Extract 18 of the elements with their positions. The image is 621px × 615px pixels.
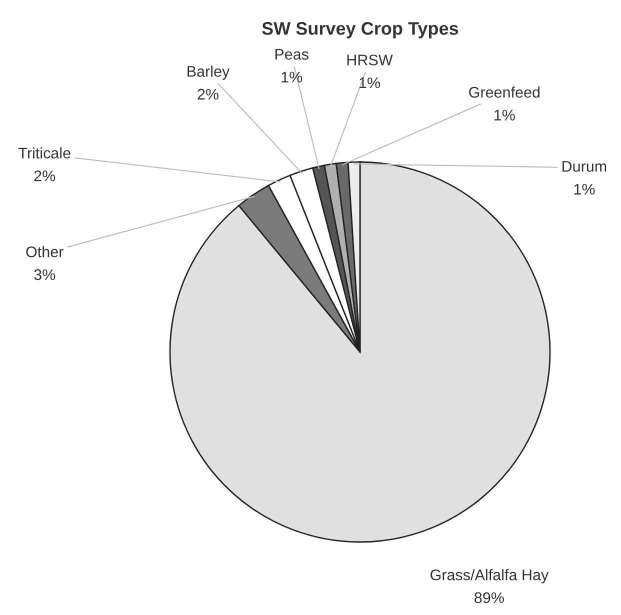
slice-label: Peas — [275, 49, 308, 60]
data-label: 1% — [494, 110, 515, 120]
data-label: 89% — [474, 592, 504, 604]
pie-slice — [169, 161, 551, 543]
data-label: 1% — [282, 72, 302, 82]
data-label: 2% — [34, 170, 56, 182]
slice-label: Durum — [562, 161, 606, 172]
data-label: 2% — [198, 88, 218, 100]
slice-label: Grass/Alfalfa Hay — [430, 569, 549, 584]
data-label: 3% — [34, 269, 56, 280]
slice-label: Greenfeed — [469, 86, 540, 98]
slice-label: HRSW — [347, 54, 393, 66]
slice-label: Barley — [188, 66, 230, 80]
data-label: 1% — [574, 184, 595, 195]
data-label: 1% — [360, 77, 380, 88]
chart-title: SW Survey Crop Types — [262, 22, 458, 38]
slice-label: Triticale — [18, 147, 70, 158]
slice-label: Other — [26, 246, 64, 258]
